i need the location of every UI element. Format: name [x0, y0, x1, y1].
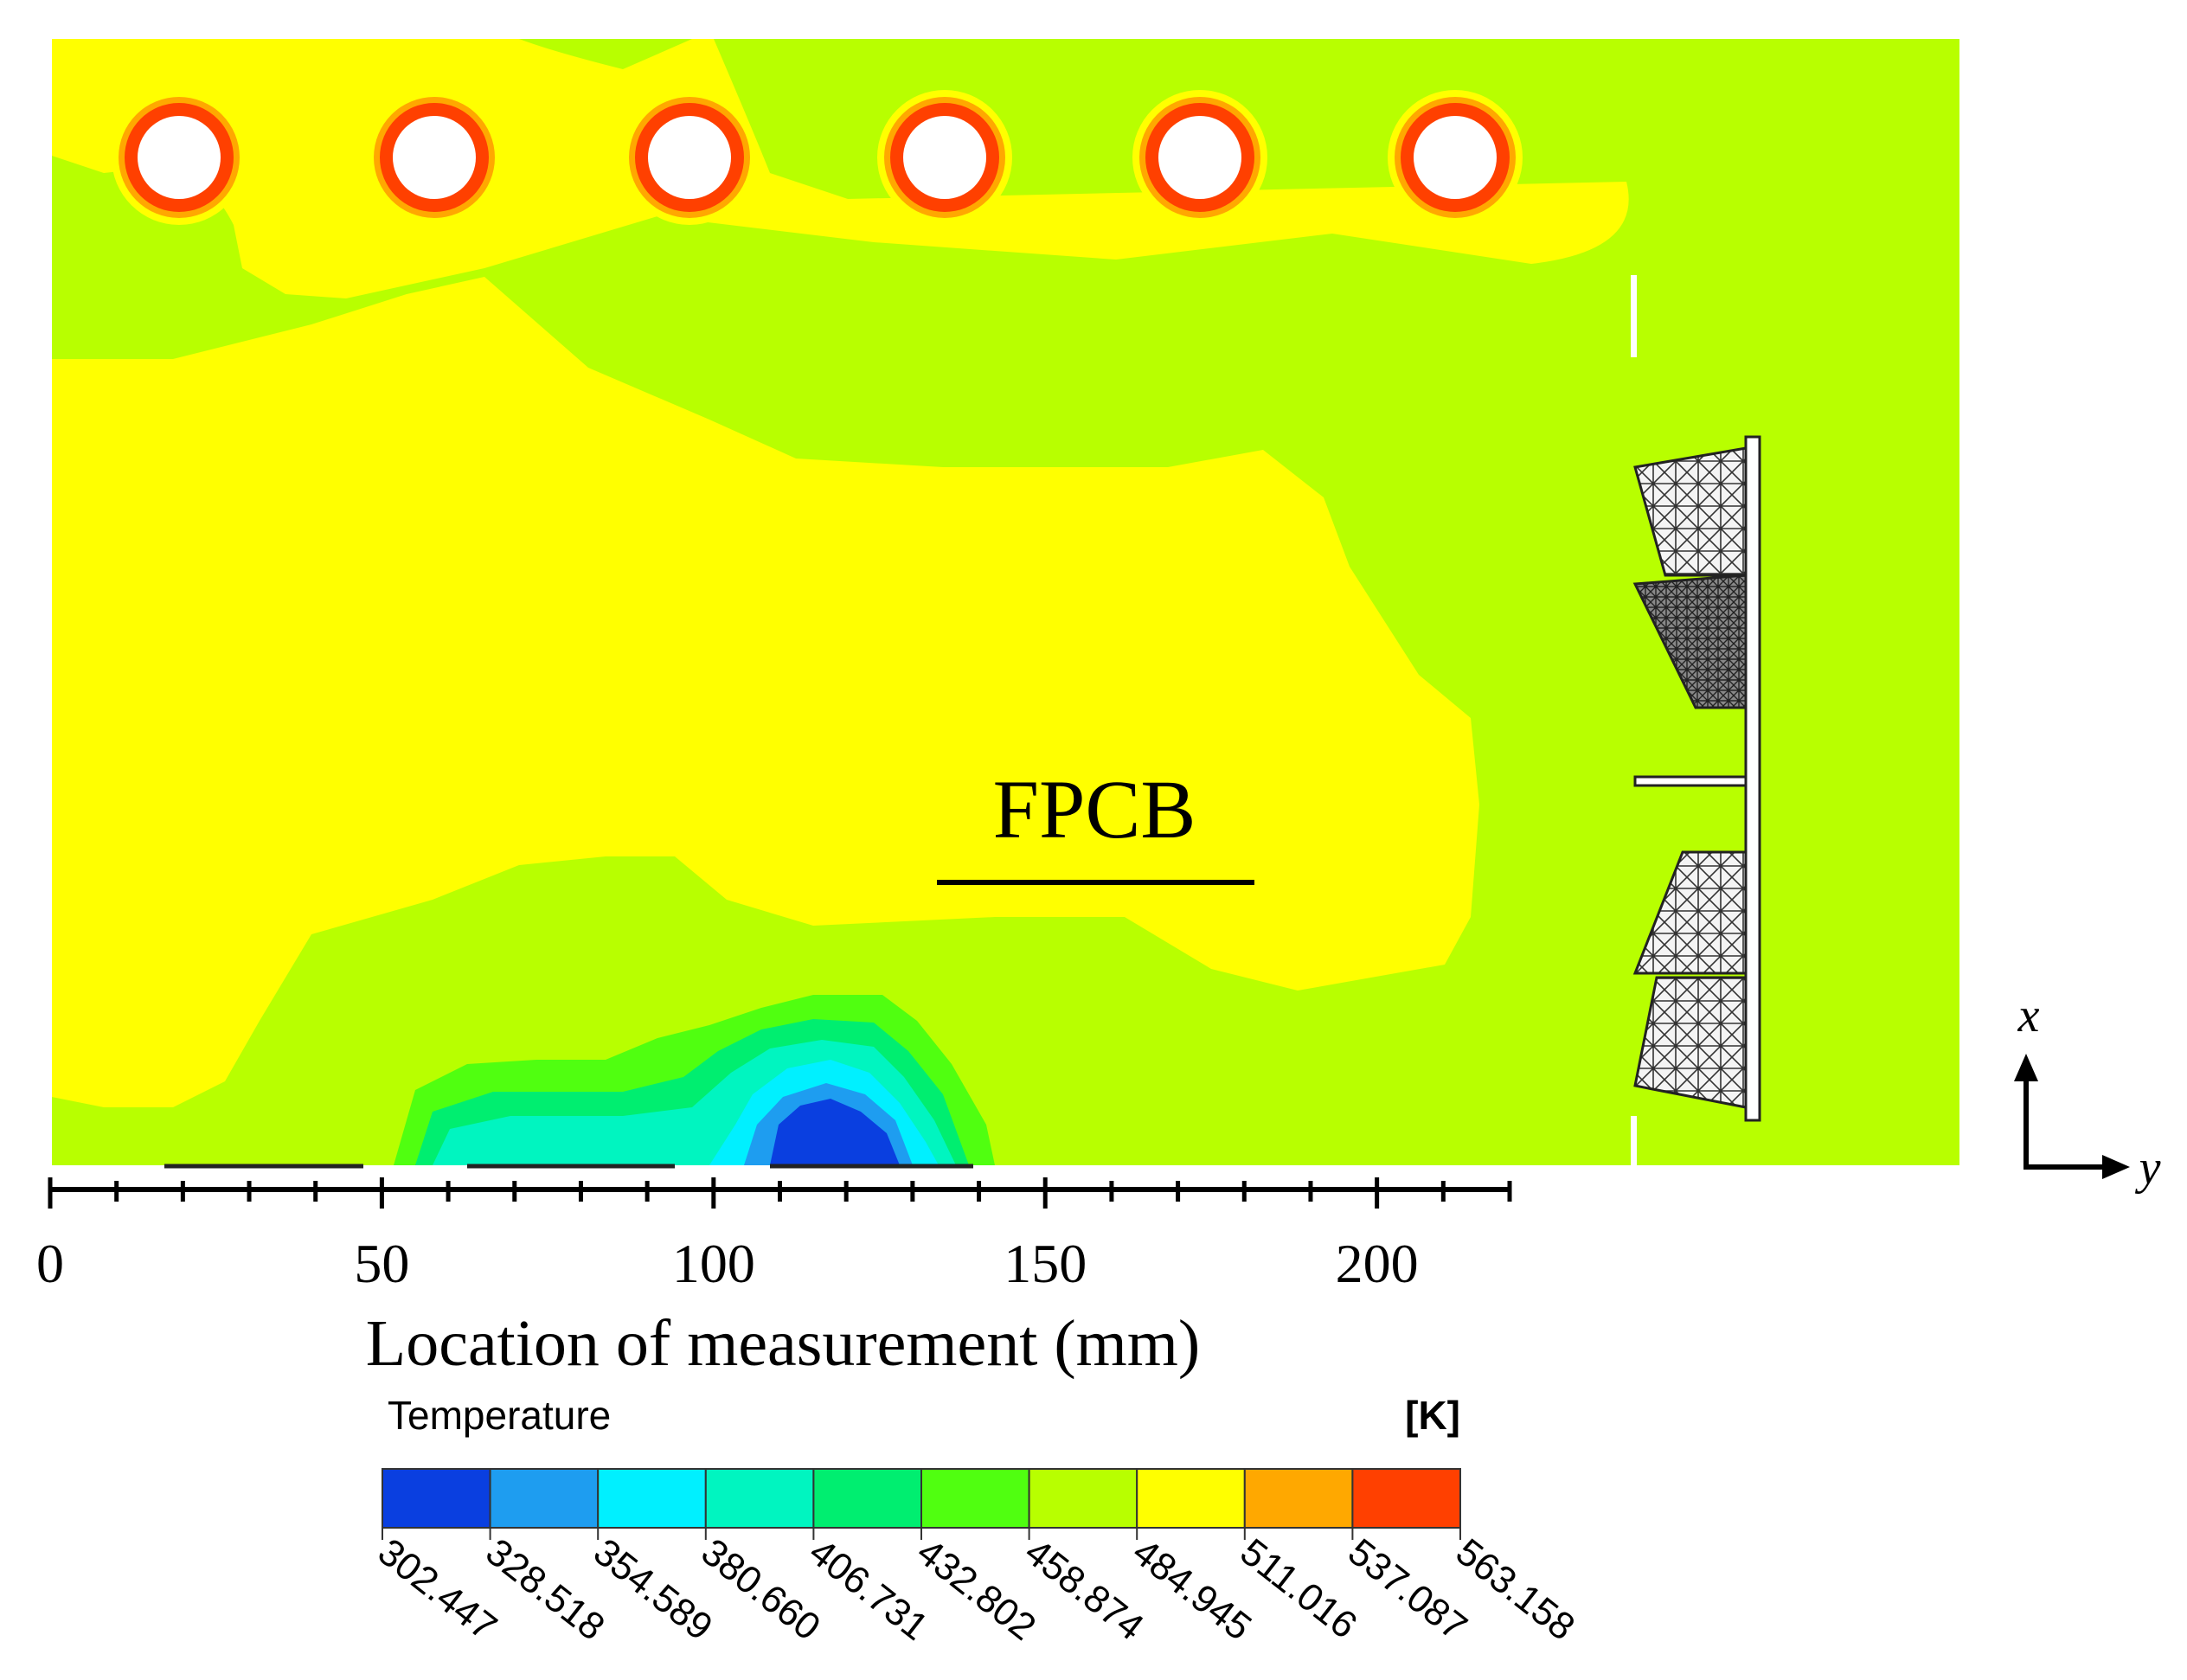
- legend-value-label: 302.447: [370, 1530, 505, 1649]
- heater-core-5: [1158, 116, 1241, 199]
- orientation-y-label: y: [2135, 1141, 2161, 1195]
- legend-swatch: [704, 1468, 815, 1529]
- warm-region-center: [52, 277, 1479, 1107]
- fixture-fin-3: [1632, 850, 1748, 975]
- legend-value-label: 563.158: [1448, 1530, 1583, 1649]
- fpcb-annotation: FPCB: [937, 763, 1254, 885]
- orientation-axes: x y: [2014, 989, 2161, 1195]
- legend-value-label: 406.731: [801, 1530, 936, 1649]
- arrow-up-icon: [2014, 1054, 2038, 1081]
- legend-swatch: [1351, 1468, 1462, 1529]
- legend-swatch: [1136, 1468, 1246, 1529]
- fixture-bar: [1633, 775, 1748, 787]
- legend-value-label: 511.016: [1233, 1530, 1365, 1647]
- legend-swatch: [812, 1468, 923, 1529]
- contour-field: [52, 39, 1959, 1169]
- fixture-fin-2: [1632, 574, 1748, 709]
- legend-swatch: [1028, 1468, 1138, 1529]
- fpcb-fixture-mesh: [1632, 435, 1761, 1122]
- legend-value-label: 537.087: [1340, 1530, 1475, 1649]
- axis-tick-label: 150: [1004, 1233, 1087, 1294]
- axis-tick-label: 50: [354, 1233, 409, 1294]
- legend-value-label: 484.945: [1125, 1530, 1260, 1649]
- heater-group: [112, 90, 1523, 225]
- legend-value-label: 354.589: [586, 1530, 721, 1649]
- measurement-axis: 0 50 100 150 200 Location of measurement (mm…: [36, 1177, 1512, 1380]
- legend-swatch: [597, 1468, 707, 1529]
- arrow-right-icon: [2102, 1155, 2130, 1179]
- legend-swatch: [920, 1468, 1030, 1529]
- coldest-region: [770, 1099, 900, 1165]
- legend-value-label: 432.802: [909, 1530, 1044, 1649]
- heater-core-2: [393, 116, 476, 199]
- field-right-notch: [1631, 275, 1637, 357]
- axis-tick-label: 200: [1336, 1233, 1419, 1294]
- legend-value-label: 328.518: [478, 1530, 612, 1649]
- temperature-legend: Temperature [K] 302.447328.518354.589380…: [370, 1393, 1583, 1649]
- axis-tick-label: 100: [672, 1233, 755, 1294]
- legend-unit: [K]: [1405, 1393, 1460, 1438]
- heater-core-4: [903, 116, 986, 199]
- legend-swatch: [382, 1468, 491, 1529]
- axis-tick-label: 0: [36, 1233, 64, 1294]
- axis-title: Location of measurement (mm): [366, 1307, 1200, 1380]
- legend-swatch: [489, 1468, 600, 1529]
- legend-value-label: 380.660: [694, 1530, 829, 1649]
- heater-core-3: [648, 116, 731, 199]
- heater-core-1: [138, 116, 221, 199]
- legend-swatch: [1243, 1468, 1354, 1529]
- fpcb-label: FPCB: [993, 763, 1196, 856]
- legend-value-label: 458.874: [1017, 1530, 1151, 1649]
- heater-core-6: [1414, 116, 1497, 199]
- fixture-fin-4: [1633, 976, 1748, 1109]
- field-right-notch-bottom: [1631, 1116, 1637, 1165]
- legend-title: Temperature: [388, 1393, 611, 1438]
- orientation-x-label: x: [2017, 989, 2040, 1042]
